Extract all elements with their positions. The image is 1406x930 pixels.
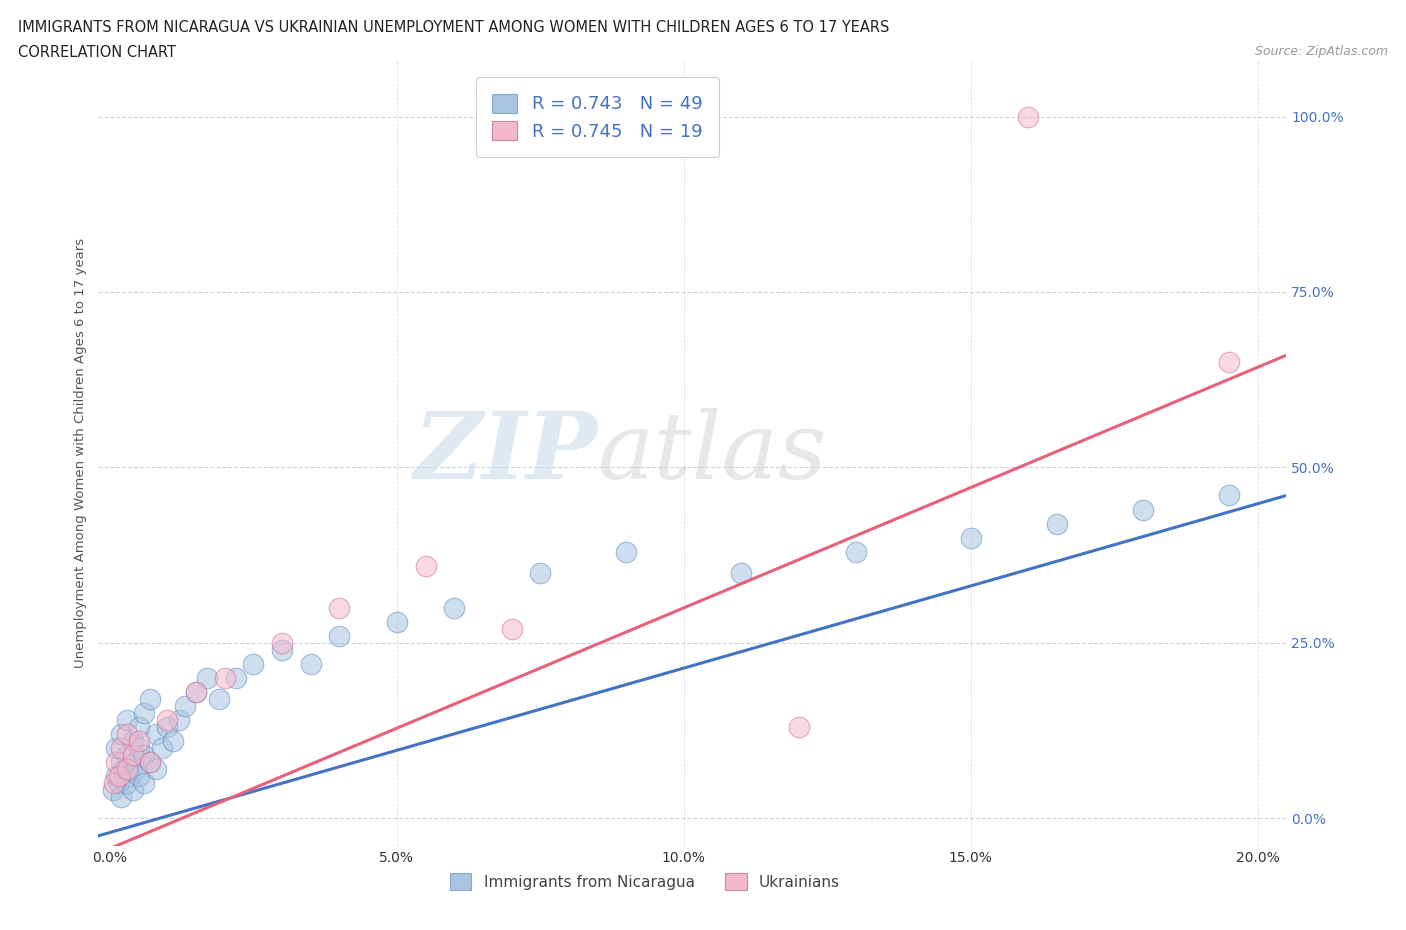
Point — [845, 544, 868, 559]
Point — [162, 734, 184, 749]
Text: ZIP: ZIP — [413, 408, 598, 498]
Point — [121, 734, 143, 749]
Point — [134, 776, 156, 790]
Point — [128, 734, 150, 749]
Y-axis label: Unemployment Among Women with Children Ages 6 to 17 years: Unemployment Among Women with Children A… — [75, 238, 87, 669]
Point — [103, 776, 125, 790]
Point — [115, 776, 138, 790]
Point — [115, 748, 138, 763]
Point — [616, 544, 638, 559]
Point — [110, 740, 132, 755]
Point — [107, 776, 129, 790]
Point — [730, 565, 752, 580]
Point — [139, 754, 162, 769]
Point — [1218, 488, 1240, 503]
Text: CORRELATION CHART: CORRELATION CHART — [18, 45, 176, 60]
Text: atlas: atlas — [598, 408, 827, 498]
Point — [139, 692, 162, 707]
Point — [115, 762, 138, 777]
Point — [128, 769, 150, 784]
Point — [101, 783, 124, 798]
Point — [121, 754, 143, 769]
Point — [104, 740, 127, 755]
Point — [173, 698, 195, 713]
Point — [121, 783, 143, 798]
Point — [501, 621, 523, 636]
Point — [787, 720, 810, 735]
Point — [1017, 109, 1039, 124]
Point — [271, 635, 294, 650]
Point — [214, 671, 236, 685]
Point — [145, 726, 167, 741]
Point — [328, 600, 350, 615]
Point — [208, 692, 231, 707]
Point — [156, 712, 179, 727]
Point — [110, 754, 132, 769]
Point — [145, 762, 167, 777]
Point — [156, 720, 179, 735]
Point — [1132, 502, 1154, 517]
Point — [110, 790, 132, 804]
Point — [134, 748, 156, 763]
Point — [225, 671, 247, 685]
Point — [112, 762, 135, 777]
Point — [115, 726, 138, 741]
Point — [150, 740, 173, 755]
Point — [184, 684, 207, 699]
Point — [128, 720, 150, 735]
Text: Source: ZipAtlas.com: Source: ZipAtlas.com — [1254, 45, 1388, 58]
Point — [125, 762, 148, 777]
Point — [959, 530, 981, 545]
Point — [139, 754, 162, 769]
Point — [443, 600, 465, 615]
Point — [110, 726, 132, 741]
Point — [115, 712, 138, 727]
Point — [1046, 516, 1069, 531]
Point — [328, 629, 350, 644]
Point — [167, 712, 190, 727]
Point — [271, 643, 294, 658]
Legend: Immigrants from Nicaragua, Ukrainians: Immigrants from Nicaragua, Ukrainians — [443, 866, 848, 897]
Point — [415, 558, 437, 573]
Point — [118, 769, 141, 784]
Point — [197, 671, 219, 685]
Text: IMMIGRANTS FROM NICARAGUA VS UKRAINIAN UNEMPLOYMENT AMONG WOMEN WITH CHILDREN AG: IMMIGRANTS FROM NICARAGUA VS UKRAINIAN U… — [18, 20, 890, 35]
Point — [121, 748, 143, 763]
Point — [104, 754, 127, 769]
Point — [134, 706, 156, 721]
Point — [1218, 354, 1240, 369]
Point — [385, 615, 408, 630]
Point — [529, 565, 551, 580]
Point — [107, 769, 129, 784]
Point — [299, 657, 322, 671]
Point — [242, 657, 264, 671]
Point — [184, 684, 207, 699]
Point — [104, 769, 127, 784]
Point — [128, 740, 150, 755]
